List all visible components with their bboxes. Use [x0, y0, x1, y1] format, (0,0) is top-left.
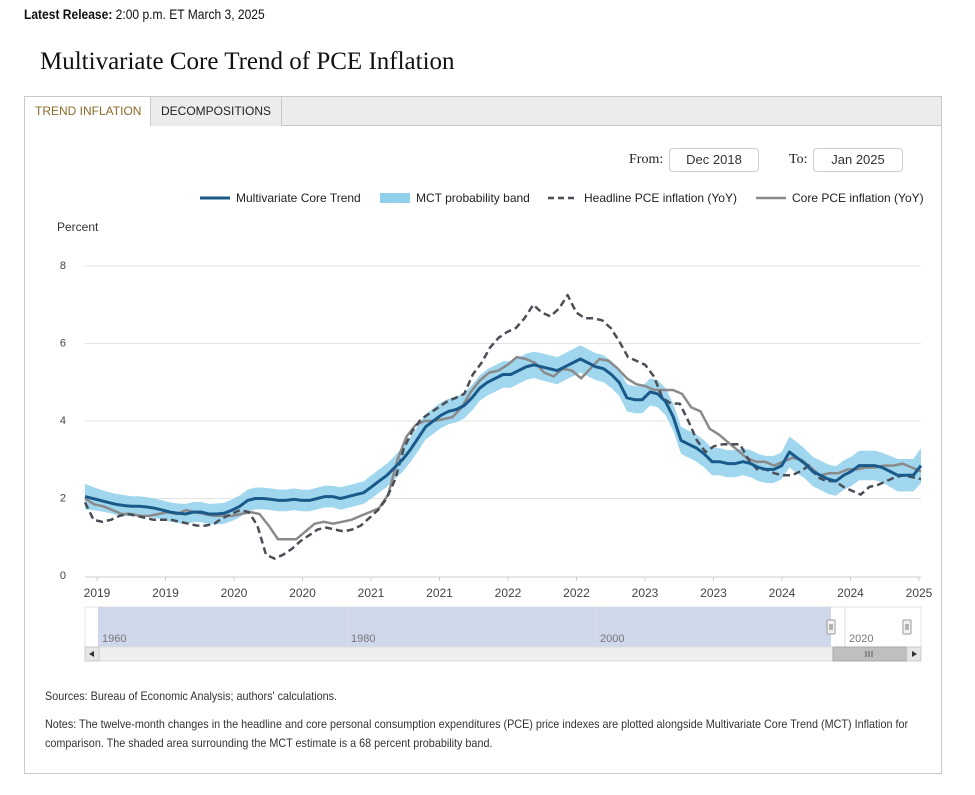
x-tick-label: 2023	[632, 586, 659, 600]
legend-swatch-headline	[548, 196, 578, 200]
legend-label-headline: Headline PCE inflation (YoY)	[584, 191, 737, 205]
legend-item-core[interactable]: Core PCE inflation (YoY)	[756, 191, 924, 205]
navigator-year-label: 2000	[600, 633, 624, 645]
navigator-year-label: 1960	[102, 633, 126, 645]
tab-decompositions[interactable]: DECOMPOSITIONS	[151, 97, 282, 126]
x-tick-label: 2024	[837, 586, 864, 600]
tick-layer: 0 2 4 6 8 2019 2019 2020 2020 2021 2021 2022 2022 202…	[60, 260, 933, 600]
legend-item-band[interactable]: MCT probability band	[380, 191, 530, 205]
scrollbar-thumb[interactable]	[832, 646, 908, 662]
from-date-input[interactable]: Dec 2018	[669, 148, 759, 172]
navigator-year-label: 1980	[351, 633, 375, 645]
x-tick-label: 2024	[769, 586, 796, 600]
notes-line-1: Notes: The twelve-month changes in the h…	[45, 717, 909, 731]
x-tick-label: 2025	[906, 586, 933, 600]
x-tick-label: 2020	[221, 586, 248, 600]
x-tick-label: 2020	[289, 586, 316, 600]
navigator-left-handle[interactable]	[826, 619, 836, 635]
release-label: Latest Release:	[24, 6, 113, 22]
y-axis-label: Percent	[57, 220, 99, 234]
release-value: 2:00 p.m. ET March 3, 2025	[115, 6, 265, 22]
chart-svg: Percent 0 2 4 6 8 2019 2019 2020 2020 2021 2021 202…	[57, 220, 933, 662]
tab-trend-inflation[interactable]: TREND INFLATION	[25, 97, 151, 126]
navigator[interactable]: 1960 1980 2000 2020	[84, 606, 922, 662]
y-tick-label: 6	[60, 338, 66, 350]
grid-layer	[85, 265, 921, 578]
mct-probability-band	[85, 345, 921, 525]
mct-line	[84, 357, 923, 516]
legend-swatch-core	[756, 196, 786, 200]
x-tick-label: 2022	[563, 586, 590, 600]
series-layer	[83, 293, 923, 560]
y-tick-label: 2	[60, 493, 66, 505]
legend-swatch-band	[380, 193, 410, 203]
to-date-input[interactable]: Jan 2025	[813, 148, 903, 172]
x-tick-label: 2019	[84, 586, 111, 600]
y-tick-label: 0	[60, 570, 66, 582]
scroll-right-arrow-icon	[912, 651, 917, 657]
legend-swatch-mct	[200, 196, 230, 200]
headline-pce-line	[83, 293, 922, 560]
navigator-year-label: 2020	[849, 633, 873, 645]
navigator-right-handle[interactable]	[902, 619, 912, 635]
x-tick-label: 2023	[700, 586, 727, 600]
tab-bar: TREND INFLATION DECOMPOSITIONS	[25, 97, 941, 126]
y-tick-label: 4	[60, 415, 66, 427]
latest-release: Latest Release: 2:00 p.m. ET March 3, 20…	[24, 6, 265, 22]
legend-label-core: Core PCE inflation (YoY)	[792, 191, 924, 205]
x-tick-label: 2019	[152, 586, 179, 600]
sources-text: Sources: Bureau of Economic Analysis; au…	[45, 689, 338, 703]
navigator-scrollbar[interactable]	[84, 646, 922, 662]
legend-item-mct[interactable]: Multivariate Core Trend	[200, 191, 361, 205]
from-label: From:	[629, 152, 664, 167]
legend-label-mct: Multivariate Core Trend	[236, 191, 361, 205]
x-tick-label: 2021	[358, 586, 385, 600]
navigator-selected-range[interactable]	[98, 607, 831, 647]
page-title: Multivariate Core Trend of PCE Inflation	[40, 48, 455, 75]
y-tick-label: 8	[60, 260, 66, 272]
x-tick-label: 2021	[426, 586, 453, 600]
legend-label-band: MCT probability band	[416, 191, 530, 205]
band-layer	[85, 345, 921, 525]
notes-line-2: comparison. The shaded area surrounding …	[45, 736, 493, 750]
legend-item-headline[interactable]: Headline PCE inflation (YoY)	[548, 191, 737, 205]
to-label: To:	[789, 152, 808, 167]
x-tick-label: 2022	[495, 586, 522, 600]
scroll-left-arrow-icon	[89, 651, 94, 657]
